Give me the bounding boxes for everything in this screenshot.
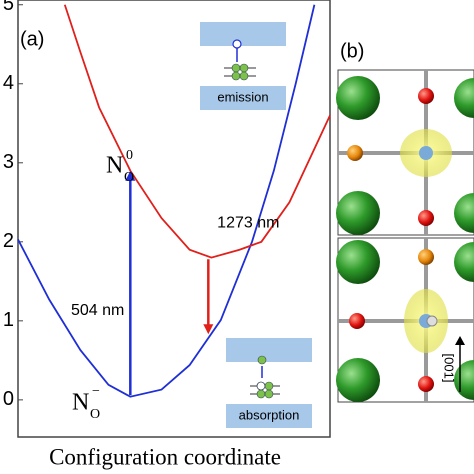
atom: [418, 249, 434, 265]
y-tick-label: 2: [3, 230, 14, 252]
band: [200, 86, 286, 110]
emission-inset: emission: [200, 22, 286, 110]
x-axis-label: Configuration coordinate: [49, 444, 281, 469]
state-sub: O: [124, 170, 134, 185]
band: [226, 404, 312, 428]
state-base: N: [106, 153, 123, 179]
electron: [231, 71, 241, 81]
atom: [418, 88, 434, 104]
atom: [336, 240, 380, 284]
atom: [454, 78, 474, 118]
state-base: N: [72, 390, 89, 416]
curve: [17, 4, 316, 398]
atom: [419, 146, 433, 160]
curves: 0 1 2 3 4 5 504 nm 1273 nm: [3, 0, 331, 410]
inset-label: absorption: [239, 407, 300, 422]
arrowhead: [203, 324, 214, 335]
electron: [257, 355, 267, 365]
atom: [454, 193, 474, 233]
electron: [264, 381, 274, 391]
atom: [336, 76, 380, 120]
state-sup: 0: [126, 148, 133, 163]
atom: [426, 315, 438, 327]
electron: [239, 63, 249, 73]
y-tick-label: 0: [3, 388, 14, 410]
direction-label: [001]: [442, 354, 457, 383]
atom: [336, 191, 380, 235]
arrowhead: [125, 170, 136, 181]
atom: [454, 360, 474, 400]
y-tick-label: 3: [3, 151, 14, 173]
atom: [336, 358, 380, 402]
structure: [001]: [336, 69, 474, 403]
plot-frame: [17, 0, 331, 438]
hole: [232, 39, 242, 49]
atom: [349, 313, 365, 329]
arrow-label: 1273 nm: [217, 214, 279, 231]
direction-arrowhead: [455, 336, 465, 345]
atom: [418, 210, 434, 226]
electron: [256, 389, 266, 399]
panel-label: (b): [340, 40, 364, 62]
electron: [264, 389, 274, 399]
inset-label: emission: [217, 89, 268, 104]
y-tick-label: 4: [3, 72, 14, 94]
hole: [256, 381, 266, 391]
y-tick-label: 1: [3, 309, 14, 331]
atom: [454, 242, 474, 282]
band: [226, 338, 312, 362]
y-tick-label: 5: [3, 0, 14, 15]
state-label: N O 0: [106, 148, 134, 185]
absorption-inset: absorption: [226, 338, 312, 428]
state-label: N O −: [72, 384, 100, 422]
atom: [418, 376, 434, 392]
arrow-label: 504 nm: [71, 302, 124, 319]
panel-label: (a): [20, 28, 44, 50]
atom: [347, 145, 363, 161]
state-sup: −: [92, 384, 100, 399]
band: [200, 22, 286, 46]
electron: [239, 71, 249, 81]
curve: [63, 4, 331, 259]
electron: [231, 63, 241, 73]
state-sub: O: [90, 407, 100, 422]
